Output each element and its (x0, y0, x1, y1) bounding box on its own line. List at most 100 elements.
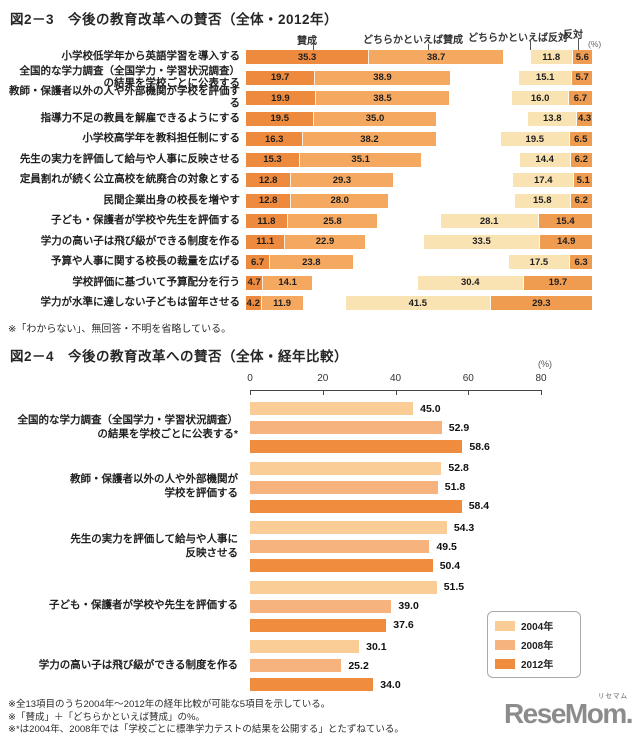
chart1-segment-somewhat-disagree: 17.5 (508, 255, 571, 269)
chart1-segment-agree: 4.2 (246, 296, 262, 310)
chart1-category-label: 予算や人事に関する校長の裁量を広げる (51, 255, 240, 268)
chart1-omitted-gap (449, 91, 512, 105)
chart1-segment-disagree: 5.6 (572, 50, 592, 64)
chart2-bar-2012 (250, 618, 387, 632)
chart2-axis-tick-label: 40 (389, 373, 402, 384)
chart2-axis-tick-label: 20 (317, 373, 329, 384)
chart2-bar-2004 (250, 521, 447, 534)
chart1-row: 定員割れが続く公立高校を統廃合の対象とする 12.8 29.3 17.4 5.1 (0, 173, 592, 187)
chart1-segment-disagree: 19.7 (523, 275, 592, 290)
chart1-omitted-gap (365, 235, 424, 249)
chart1-segment-disagree: 6.7 (568, 91, 592, 105)
chart2-legend-swatch (495, 639, 515, 650)
chart1-segment-agree: 16.3 (246, 132, 304, 146)
chart1-omitted-gap (436, 132, 501, 146)
chart1-row: 学力の高い子は飛び級ができる制度を作る 11.1 22.9 33.5 14.9 (0, 234, 592, 249)
chart1-category-label: 小学校低学年から英語学習を導入する (61, 50, 241, 63)
chart1-segment-somewhat-disagree: 19.5 (501, 132, 570, 146)
chart2-bar-value: 51.8 (444, 481, 466, 493)
chart1-bar-stack: 19.7 38.9 15.1 5.7 (246, 70, 592, 85)
chart1-segment-somewhat-agree: 38.7 (369, 50, 504, 64)
footer-note-2: ※「賛成」＋「どちらかといえば賛成」の%。 (8, 711, 205, 723)
chart1-category-label: 定員割れが続く公立高校を統廃合の対象とする (19, 173, 240, 186)
resemom-logo-ruby: リセマム (598, 693, 628, 700)
chart1-category-label: 学力の高い子は飛び級ができる制度を作る (40, 234, 240, 247)
chart2-bar-value: 37.6 (393, 619, 414, 631)
chart1-segment-disagree: 15.4 (538, 214, 592, 228)
resemom-logo: リセマム ReseMom. (504, 693, 634, 728)
chart2-legend-label: 2004年 (521, 622, 554, 633)
chart1-segment-somewhat-agree: 29.3 (291, 173, 393, 187)
chart2-bar-2012 (250, 440, 463, 453)
chart1-row: 小学校高学年を教科担任制にする 16.3 38.2 19.5 6.5 (0, 132, 592, 146)
chart1-segment-somewhat-disagree: 15.8 (514, 193, 571, 208)
chart1-header-agree: 賛成 (297, 36, 317, 47)
chart2-category-label: 先生の実力を評価して給与や人事に 反映させる (70, 532, 238, 559)
chart1-title: 図2－3 今後の教育改革への賛否（全体・2012年） (10, 12, 339, 27)
chart1-segment-somewhat-agree: 35.1 (299, 152, 422, 167)
chart2-bar-2008 (250, 540, 430, 553)
chart1-segment-agree: 19.9 (246, 91, 316, 105)
chart1-row: 予算や人事に関する校長の裁量を広げる 6.7 23.8 17.5 6.3 (0, 255, 592, 269)
chart1-row: 全国的な学力調査（全国学力・学習状況調査） の結果を学校ごとに公表する 19.7 3… (0, 64, 592, 89)
chart2-axis-tick-mark (468, 390, 470, 395)
chart1-segment-disagree: 5.7 (572, 70, 592, 85)
chart1-row: 学校評価に基づいて予算配分を行う 4.7 14.1 30.4 19.7 (0, 275, 592, 290)
chart2-legend-item: 2004年 (495, 618, 573, 633)
chart2-axis-tick-mark (322, 390, 324, 395)
chart2-category-label: 教師・保護者以外の人や外部機関が 学校を評価する (70, 473, 238, 499)
chart1-category-label: 全国的な学力調査（全国学力・学習状況調査） の結果を学校ごとに公表する (19, 64, 241, 89)
footer-notes: ※全13項目のうち2004年～2012年の経年比較が可能な5項目を示している。 … (8, 699, 404, 737)
chart1-segment-somewhat-agree: 38.5 (315, 91, 450, 105)
chart2-bar-2008 (250, 480, 438, 494)
chart1-bar-stack: 12.8 29.3 17.4 5.1 (246, 173, 592, 187)
chart2-bar-2008 (250, 659, 342, 672)
chart2-legend-item: 2008年 (495, 637, 573, 652)
chart1-segment-somewhat-agree: 11.9 (261, 296, 303, 310)
chart1-row: 教師・保護者以外の人や外部機関が学校を評価する 19.9 38.5 16.0 6.7 (0, 86, 592, 109)
chart2-axis-tick-mark (250, 390, 251, 395)
chart1-segment-somewhat-disagree: 15.1 (519, 70, 573, 85)
chart1-segment-disagree: 4.3 (577, 111, 592, 126)
chart2-percent-unit: (%) (538, 359, 552, 369)
chart1-category-label: 子ども・保護者が学校や先生を評価する (51, 214, 240, 227)
chart1-segment-somewhat-disagree: 16.0 (512, 91, 569, 105)
chart1-segment-somewhat-agree: 22.9 (285, 234, 365, 249)
chart1-segment-somewhat-disagree: 28.1 (440, 214, 539, 228)
chart1-segment-somewhat-agree: 14.1 (263, 275, 313, 290)
footer-note-3: ※*は2004年、2008年では「学校ごとに標準学力テストの結果を公開する」とた… (8, 724, 404, 736)
chart1-bar-stack: 6.7 23.8 17.5 6.3 (246, 255, 592, 269)
chart1-omitted-gap (450, 71, 519, 85)
chart1-segment-disagree: 5.1 (574, 173, 592, 187)
chart1-bar-stack: 12.8 28.0 15.8 6.2 (246, 193, 592, 208)
chart1-category-label: 学力が水準に達しない子どもは留年させる (40, 296, 241, 309)
chart1-bar-stack: 11.8 25.8 28.1 15.4 (246, 214, 592, 228)
chart1-omitted-gap (377, 214, 440, 228)
chart1-segment-agree: 11.8 (246, 214, 288, 228)
chart1-bar-stack: 4.7 14.1 30.4 19.7 (246, 275, 592, 290)
chart1-segment-agree: 19.5 (246, 111, 315, 126)
chart2-title: 図2－4 今後の教育改革への賛否（全体・経年比較） (10, 349, 349, 364)
chart1-bar-stack: 19.9 38.5 16.0 6.7 (246, 91, 592, 105)
chart1-segment-somewhat-disagree: 41.5 (346, 296, 491, 310)
chart2-bar-value: 54.3 (453, 521, 475, 534)
chart1-percent-unit: (%) (588, 39, 602, 49)
chart2-category-label: 学力の高い子は飛び級ができる制度を作る (38, 658, 238, 671)
chart1-bar-stack: 35.3 38.7 11.8 5.6 (246, 50, 592, 64)
chart1-segment-somewhat-disagree: 11.8 (530, 50, 573, 64)
chart1-segment-somewhat-agree: 38.9 (315, 70, 450, 85)
chart2-bar-2012 (250, 499, 462, 513)
chart2-bar-value: 34.0 (380, 678, 401, 691)
chart1-segment-somewhat-agree: 25.8 (287, 214, 378, 228)
chart2-bar-value: 50.4 (439, 559, 461, 572)
chart2-legend-swatch (495, 658, 515, 669)
chart1-row: 学力が水準に達しない子どもは留年させる 4.2 11.9 41.5 29.3 (0, 296, 592, 310)
chart2-axis-tick-label: 80 (535, 373, 547, 384)
chart2-category-label: 子ども・保護者が学校や先生を評価する (49, 599, 238, 612)
chart2-axis-tick-mark (395, 390, 397, 395)
chart1-row: 指導力不足の教員を解雇できるようにする 19.5 35.0 13.8 4.3 (0, 111, 592, 126)
chart2-bar-2008 (250, 421, 442, 434)
chart2-bar-2004 (250, 461, 442, 475)
chart1-header-pointer-line (313, 43, 314, 50)
